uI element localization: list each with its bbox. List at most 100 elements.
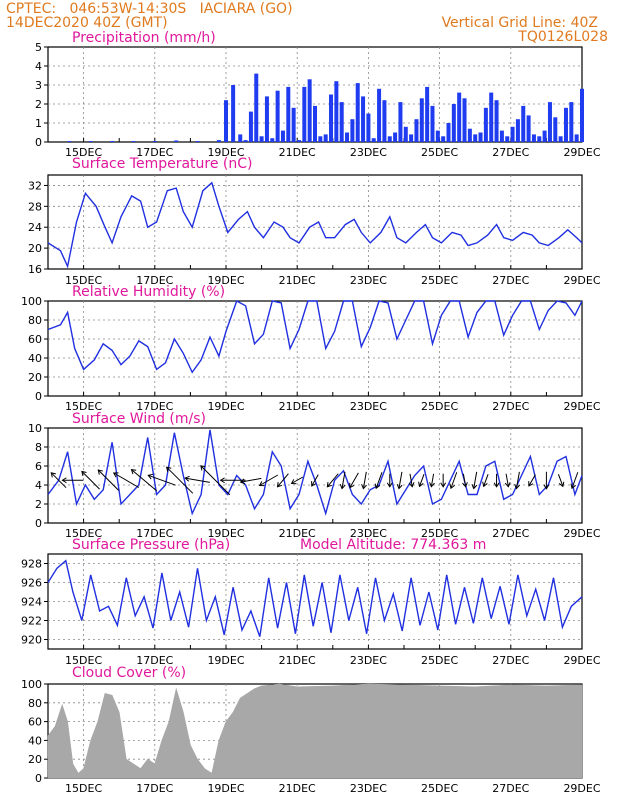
- precip-bar: [350, 119, 355, 142]
- x-tick-label: 19DEC: [207, 146, 244, 159]
- x-tick-label: 27DEC: [492, 782, 529, 795]
- precip-bar: [478, 132, 483, 142]
- precip-bar: [334, 81, 339, 142]
- wind-arrow: [429, 473, 435, 488]
- precip-bar: [329, 94, 334, 142]
- y-tick-label: 0: [35, 772, 42, 785]
- y-tick-label: 2: [35, 98, 42, 111]
- wind-arrow: [61, 477, 84, 484]
- precip-bar: [441, 136, 446, 142]
- precip-bar: [302, 86, 307, 142]
- y-tick-label: 920: [21, 634, 42, 647]
- precip-bar: [430, 105, 435, 142]
- y-tick-label: 100: [21, 295, 42, 308]
- wind-arrow: [147, 473, 176, 486]
- precip-bar: [286, 86, 291, 142]
- wind-arrow: [165, 466, 194, 494]
- y-tick-label: 32: [28, 179, 42, 192]
- y-tick-label: 28: [28, 200, 42, 213]
- y-tick-label: 4: [35, 60, 42, 73]
- precip-bar: [457, 92, 462, 142]
- temperature-line: [47, 181, 583, 269]
- precip-bar: [414, 119, 419, 142]
- wind-arrow: [311, 474, 319, 487]
- precip-bar: [462, 98, 467, 142]
- x-tick-label: 27DEC: [492, 400, 529, 413]
- precip-bar: [510, 126, 515, 142]
- x-tick-label: 27DEC: [492, 527, 529, 540]
- y-tick-label: 8: [35, 441, 42, 454]
- y-tick-label: 0: [35, 517, 42, 530]
- precip-bar: [361, 96, 366, 142]
- precip-bar: [280, 130, 285, 142]
- y-tick-label: 5: [35, 41, 42, 54]
- x-tick-label: 21DEC: [279, 654, 316, 667]
- y-tick-label: 0: [35, 390, 42, 403]
- y-tick-label: 10: [28, 422, 42, 435]
- x-tick-label: 29DEC: [563, 146, 600, 159]
- y-tick-label: 924: [21, 596, 42, 609]
- x-tick-label: 27DEC: [492, 146, 529, 159]
- pressure-title: Surface Pressure (hPa): [72, 537, 230, 553]
- wind-arrow: [374, 472, 383, 490]
- precip-bar: [580, 88, 584, 142]
- precip-bar: [499, 130, 504, 142]
- precip-bar: [521, 105, 526, 142]
- precip-bar: [216, 140, 221, 142]
- precip-bar: [425, 86, 430, 142]
- x-tick-label: 19DEC: [207, 400, 244, 413]
- precip-bar: [323, 134, 328, 142]
- precip-bar: [505, 136, 510, 142]
- precip-bar: [473, 134, 478, 142]
- temperature-panel: Surface Temperature (nC) 16 20 24 28 32 15DEC 1…: [28, 156, 601, 287]
- precip-bar: [489, 92, 494, 142]
- x-tick-label: 15DEC: [65, 146, 102, 159]
- humidity-line: [47, 299, 583, 374]
- wind-arrow: [449, 472, 458, 490]
- pressure-panel: Surface Pressure (hPa) 920 922 924 926 928 15D…: [21, 537, 601, 667]
- temperature-frame: [47, 174, 583, 270]
- x-tick-label: 25DEC: [421, 654, 458, 667]
- precip-bar: [366, 113, 371, 142]
- precip-bar: [291, 107, 296, 142]
- y-tick-label: 922: [21, 615, 42, 628]
- humidity-title: Relative Humidity (%): [72, 284, 225, 300]
- x-tick-label: 23DEC: [350, 146, 387, 159]
- precip-bar: [174, 140, 179, 142]
- wind-panel: Surface Wind (m/s) 0 2 4 6 8 10 15DEC 17DEC 19DEC…: [28, 411, 601, 540]
- precip-bar: [446, 123, 451, 142]
- wind-arrow: [462, 473, 468, 488]
- y-tick-label: 0: [35, 136, 42, 149]
- precip-bar: [307, 79, 312, 142]
- precip-bar: [387, 136, 392, 142]
- vertical-grid-line-info: Vertical Grid Line: 40Z: [441, 15, 598, 31]
- wind-arrow: [570, 472, 579, 490]
- wind-arrow: [290, 476, 304, 485]
- precip-bar: [451, 104, 456, 142]
- x-tick-label: 19DEC: [207, 782, 244, 795]
- x-tick-label: 17DEC: [136, 146, 173, 159]
- precip-bar: [275, 90, 280, 142]
- x-tick-label: 23DEC: [350, 782, 387, 795]
- wind-frame: [47, 427, 583, 524]
- wind-arrow: [528, 474, 536, 487]
- x-tick-label: 15DEC: [65, 654, 102, 667]
- wind-arrow: [504, 473, 511, 488]
- x-tick-label: 29DEC: [563, 654, 600, 667]
- x-tick-label: 15DEC: [65, 400, 102, 413]
- precip-bar: [382, 100, 387, 142]
- y-tick-label: 20: [28, 242, 42, 255]
- wind-arrow: [326, 473, 339, 488]
- y-tick-label: 6: [35, 460, 42, 473]
- y-tick-label: 24: [28, 221, 42, 234]
- y-tick-label: 4: [35, 479, 42, 492]
- humidity-panel: Relative Humidity (%) 0 20 40 60 80 100 15DEC 17…: [21, 284, 601, 413]
- x-tick-label: 21DEC: [279, 527, 316, 540]
- x-tick-label: 17DEC: [136, 400, 173, 413]
- model-altitude: Model Altitude: 774.363 m: [300, 537, 486, 553]
- precip-bar: [296, 140, 301, 142]
- wind-arrow: [440, 473, 447, 488]
- precip-bar: [526, 115, 531, 142]
- precip-bar: [345, 132, 350, 142]
